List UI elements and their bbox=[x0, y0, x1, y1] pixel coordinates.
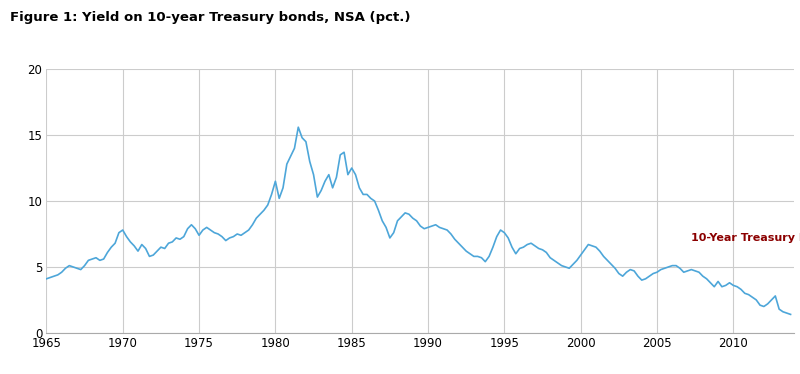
Text: 10-Year Treasury Bond Yield: 10-Year Treasury Bond Yield bbox=[690, 233, 800, 243]
Text: Figure 1: Yield on 10-year Treasury bonds, NSA (pct.): Figure 1: Yield on 10-year Treasury bond… bbox=[10, 11, 410, 24]
